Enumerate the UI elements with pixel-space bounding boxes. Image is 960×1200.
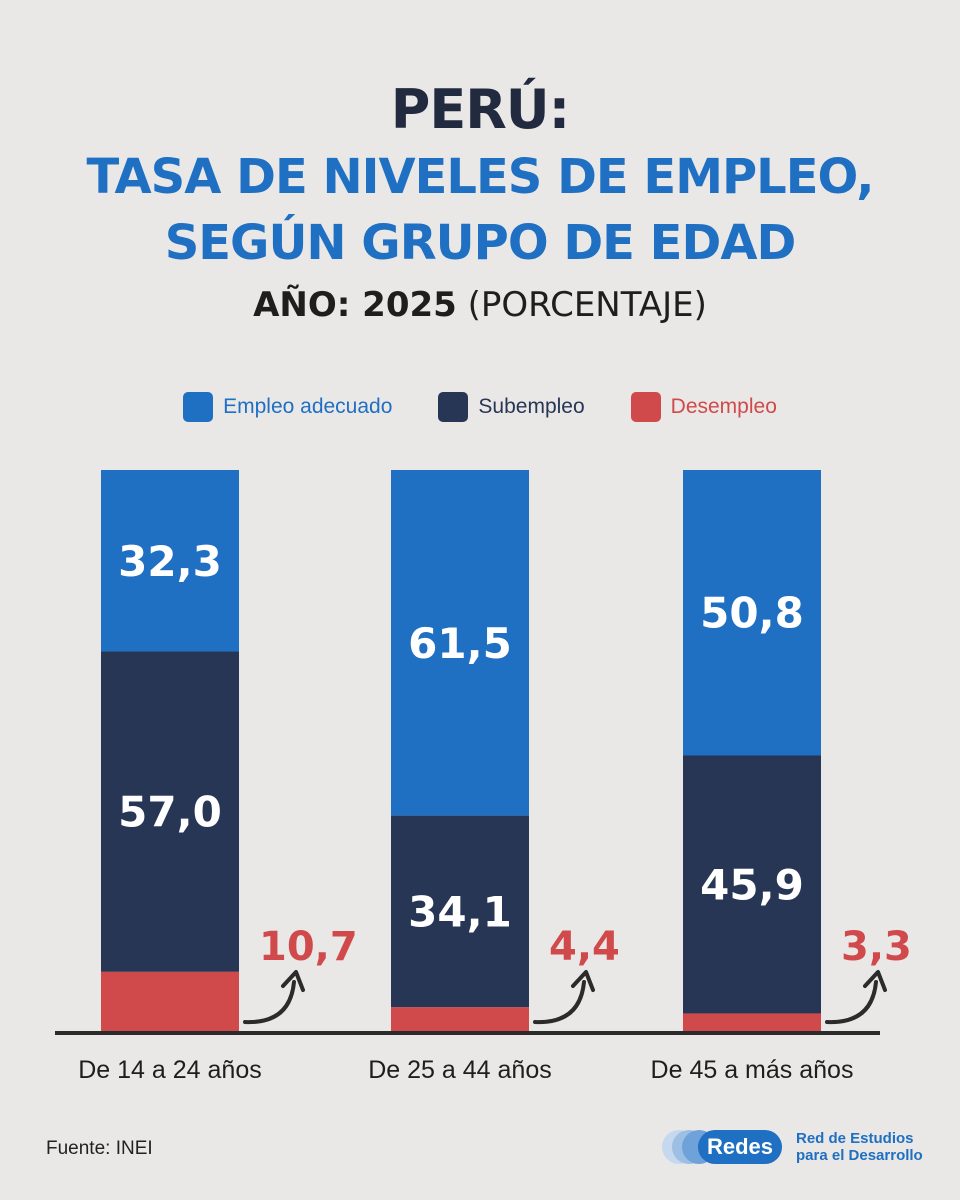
bar-label-unemployment-3: 3,3 [841, 924, 912, 970]
legend-swatch-adequate [183, 392, 214, 422]
title-country: PERÚ: [390, 78, 571, 141]
subtitle: AÑO: 2025 (PORCENTAJE) [0, 282, 960, 328]
arrow-head-icon [571, 970, 595, 992]
logo-text: Red de Estudios para el Desarrollo [796, 1130, 923, 1164]
logo-text-line1: Red de Estudios [796, 1130, 914, 1147]
legend-label-unemployment: Desempleo [670, 395, 777, 418]
title-main-2: SEGÚN GRUPO DE EDAD [164, 215, 797, 271]
bar-label-adequate-3: 50,8 [700, 589, 804, 638]
logo-pill: Redes [698, 1130, 782, 1164]
bar-label-underemployment-1: 57,0 [118, 788, 222, 837]
logo-text-line2: para el Desarrollo [796, 1147, 923, 1164]
bar-segment-underemployment-2 [391, 815, 529, 1008]
bar-label-adequate-2: 61,5 [408, 619, 512, 668]
legend: Empleo adecuado Subempleo Desempleo [0, 392, 960, 422]
legend-swatch-underemployment [438, 392, 469, 422]
curved-arrow-icon [243, 980, 296, 1025]
bar-segment-underemployment-1 [101, 651, 239, 972]
bar-segment-adequate-3 [683, 470, 821, 756]
arrow-head-icon [863, 970, 887, 992]
bar-label-underemployment-2: 34,1 [408, 887, 512, 936]
redes-logo: Redes Red de Estudios para el Desarrollo [662, 1126, 932, 1172]
legend-label-underemployment: Subempleo [478, 395, 585, 418]
bar-label-underemployment-3: 45,9 [700, 860, 804, 909]
bar-segment-unemployment-1 [101, 971, 239, 1032]
category-label-1: De 14 a 24 años [78, 1056, 261, 1084]
bar-segment-adequate-2 [391, 470, 529, 816]
title-block: PERÚ: TASA DE NIVELES DE EMPLEO, SEGÚN G… [0, 78, 960, 328]
legend-swatch-unemployment [630, 392, 661, 422]
bar-label-unemployment-1: 10,7 [259, 924, 358, 970]
curved-arrow-icon [533, 980, 586, 1025]
curved-arrow-icon [825, 980, 878, 1025]
subtitle-year: AÑO: 2025 [253, 285, 457, 325]
bar-label-unemployment-2: 4,4 [549, 924, 620, 970]
bar-segment-adequate-1 [101, 470, 239, 652]
arrow-head-icon [281, 970, 305, 992]
legend-item-unemployment: Desempleo [630, 392, 777, 422]
legend-item-adequate: Empleo adecuado [183, 392, 392, 422]
legend-item-underemployment: Subempleo [438, 392, 585, 422]
bar-segment-unemployment-2 [391, 1007, 529, 1032]
bar-segment-unemployment-3 [683, 1013, 821, 1032]
legend-label-adequate: Empleo adecuado [223, 395, 393, 418]
category-label-2: De 25 a 44 años [368, 1056, 551, 1084]
bar-segment-underemployment-3 [683, 755, 821, 1014]
source-note: Fuente: INEI [46, 1138, 153, 1159]
subtitle-unit: (PORCENTAJE) [467, 285, 707, 325]
bar-label-adequate-1: 32,3 [118, 537, 222, 586]
category-label-3: De 45 a más años [651, 1056, 854, 1084]
stacked-bar-chart: 32,3 57,0 10,7 De 14 a 24 años 61,5 34,1 4,4 De… [55, 470, 912, 1084]
title-main-1: TASA DE NIVELES DE EMPLEO, [86, 149, 875, 205]
